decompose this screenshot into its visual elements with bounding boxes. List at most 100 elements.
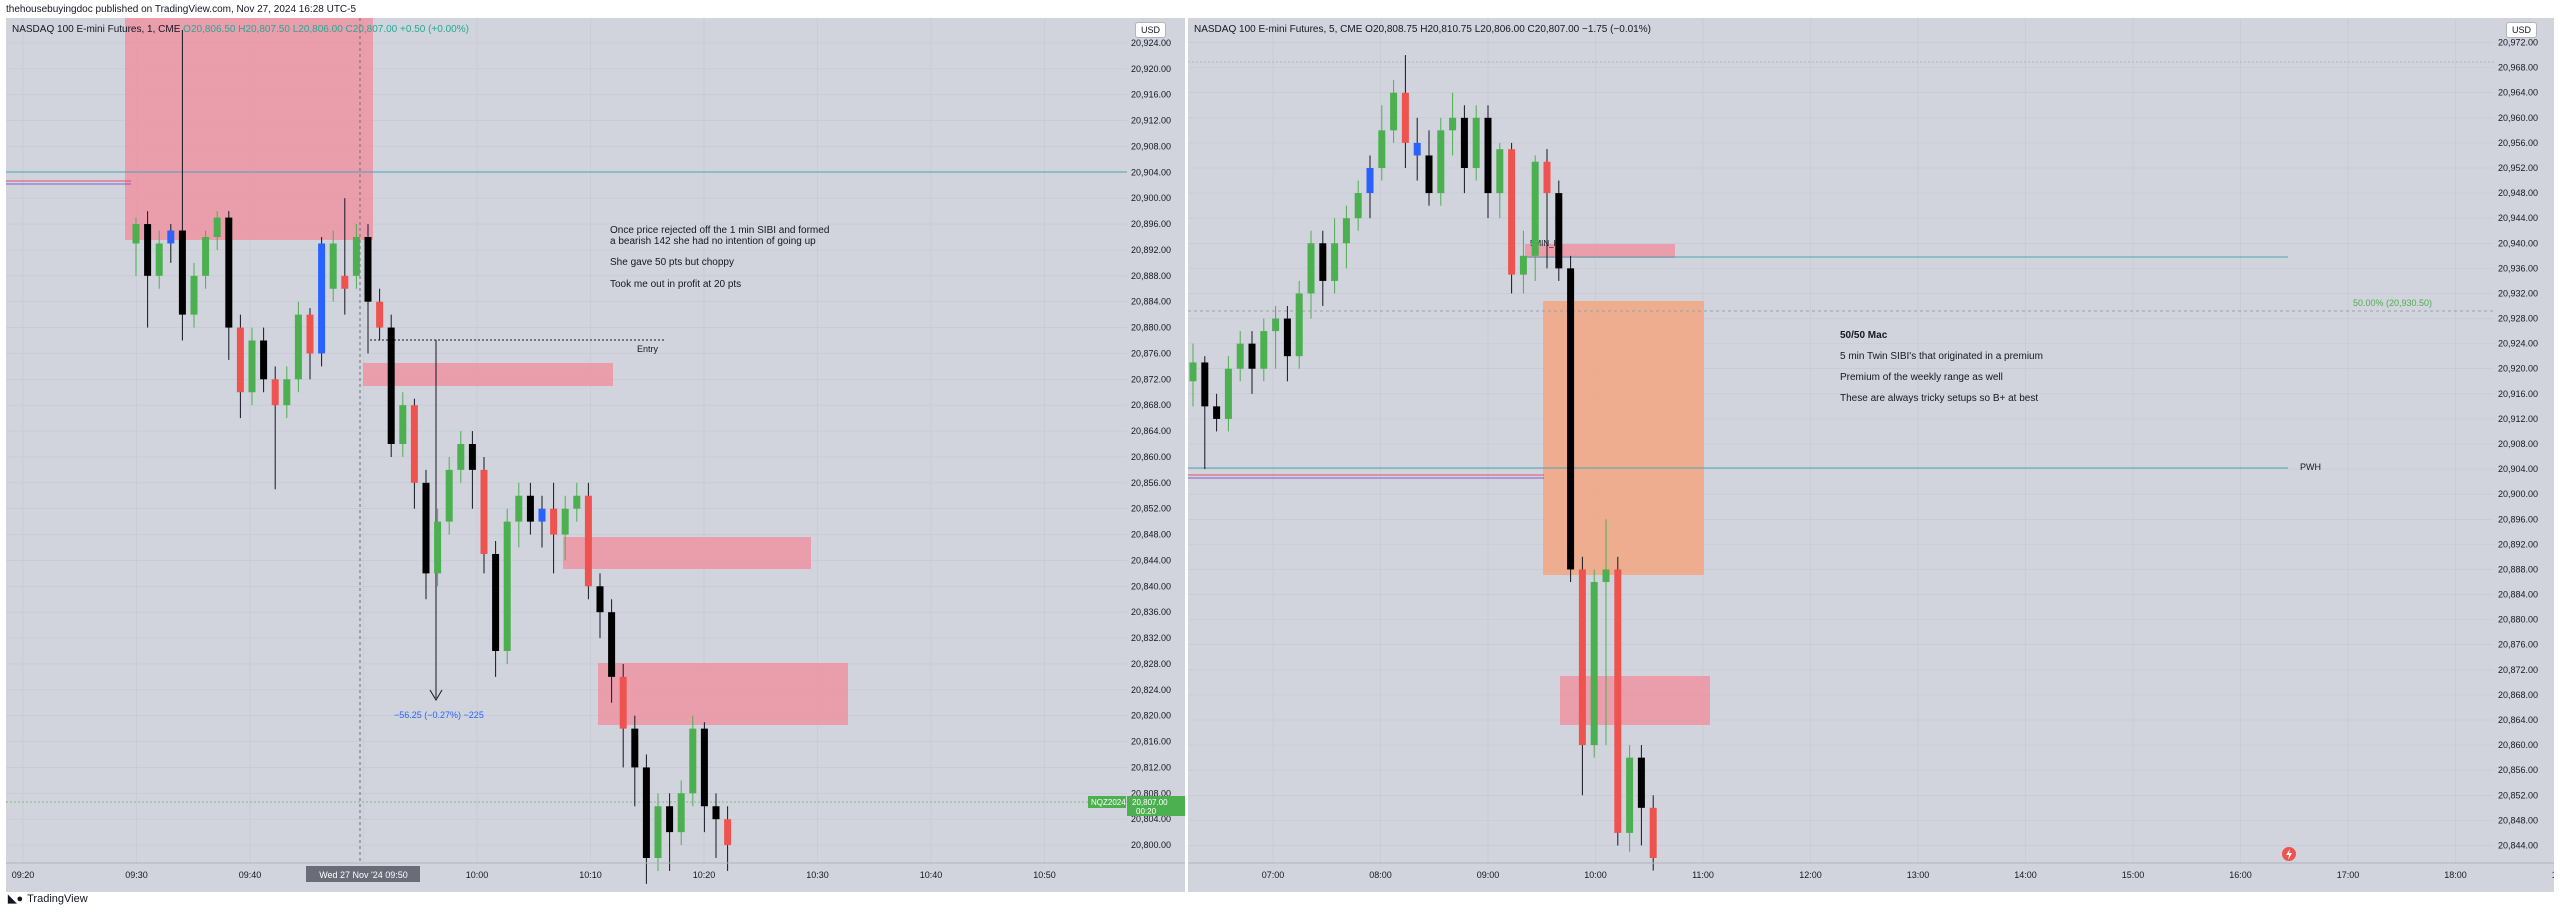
candle [584, 482, 592, 600]
right-annotation-3: Premium of the weekly range as well [1840, 372, 2003, 383]
y-tick-label: 20,824.00 [1131, 685, 1171, 695]
candle [654, 793, 662, 871]
candle [422, 469, 430, 600]
candle [236, 314, 244, 419]
candle [700, 722, 708, 833]
candle [283, 366, 291, 419]
x-tick-label: 18:00 [2444, 870, 2467, 880]
x-tick-label: 09:00 [1477, 870, 1500, 880]
left-currency-button[interactable]: USD [1135, 22, 1167, 38]
y-tick-label: 20,840.00 [1131, 581, 1171, 591]
right-currency-button[interactable]: USD [2506, 22, 2538, 38]
y-tick-label: 20,868.00 [2498, 690, 2538, 700]
lightning-icon [2286, 849, 2292, 860]
right-y-tick-labels: 20,972.00 20,968.00 20,964.00 20,960.00 20,9… [2498, 38, 2538, 851]
left-legend-symbol: NASDAQ 100 E-mini Futures, 1, CME [12, 24, 181, 35]
x-tick-label: 10:10 [579, 870, 602, 880]
y-tick-label: 20,960.00 [2498, 113, 2538, 123]
candle [260, 327, 268, 393]
candle [1555, 180, 1563, 281]
y-tick-label: 20,940.00 [2498, 238, 2538, 248]
candle [561, 495, 569, 561]
candle [1449, 92, 1457, 156]
left-sibi-zone-3 [598, 663, 848, 725]
candle [503, 508, 511, 664]
y-tick-label: 20,832.00 [1131, 633, 1171, 643]
x-tick-label: 10:00 [1584, 870, 1607, 880]
candle [1567, 255, 1575, 582]
right-fvg-zone [1525, 244, 1675, 258]
right-fifty-label: 50.00% (20,930.50) [2353, 298, 2432, 308]
candle [364, 224, 372, 354]
y-tick-label: 20,868.00 [1131, 400, 1171, 410]
x-tick-label: 07:00 [1262, 870, 1285, 880]
y-tick-label: 20,816.00 [1131, 737, 1171, 747]
candle [619, 663, 627, 768]
candle [1637, 745, 1645, 846]
y-tick-label: 20,800.00 [1131, 840, 1171, 850]
candle [677, 780, 685, 846]
x-tick-label: 13:00 [1907, 870, 1930, 880]
x-tick-label: 10:00 [466, 870, 489, 880]
x-tick-label: 11:00 [1692, 870, 1714, 880]
right-legend-symbol: NASDAQ 100 E-mini Futures, 5, CME [1194, 24, 1363, 35]
measure-arrow-head [429, 689, 443, 701]
y-tick-label: 20,836.00 [1131, 607, 1171, 617]
y-tick-label: 20,948.00 [2498, 188, 2538, 198]
right-chart-panel[interactable]: 50.00% (20,930.50) PWH 5MIN_H 50/50 Mac … [1188, 18, 2554, 892]
left-annotation-4: Took me out in profit at 20 pts [610, 279, 741, 290]
x-tick-label: Wed 27 Nov '24 09:50 [319, 870, 408, 880]
candle [689, 715, 697, 807]
candle [445, 456, 453, 535]
y-tick-label: 20,864.00 [1131, 426, 1171, 436]
y-tick-label: 20,848.00 [1131, 530, 1171, 540]
y-tick-label: 20,900.00 [2498, 489, 2538, 499]
y-tick-label: 20,852.00 [2498, 790, 2538, 800]
candle [167, 224, 175, 263]
candle [144, 211, 152, 328]
y-tick-label: 20,916.00 [2498, 389, 2538, 399]
x-tick-label: 19:00 [2552, 870, 2554, 880]
candle [225, 211, 233, 360]
y-tick-label: 20,956.00 [2498, 138, 2538, 148]
left-price-axis[interactable] [1127, 18, 1185, 892]
y-tick-label: 20,828.00 [1131, 659, 1171, 669]
left-chart-panel[interactable]: Entry −56.25 (−0.27%) −225 Once price re… [6, 18, 1185, 892]
y-tick-label: 20,848.00 [2498, 815, 2538, 825]
right-price-axis[interactable] [2494, 18, 2554, 892]
x-tick-label: 12:00 [1799, 870, 1822, 880]
y-tick-label: 20,876.00 [2498, 640, 2538, 650]
right-candles [1189, 55, 1657, 871]
y-tick-label: 20,884.00 [2498, 590, 2538, 600]
candle [434, 508, 442, 587]
candle [1189, 343, 1197, 407]
candle [294, 301, 302, 393]
left-legend-values: O20,806.50 H20,807.50 L20,806.00 C20,807… [183, 24, 469, 35]
y-tick-label: 20,860.00 [2498, 740, 2538, 750]
candle [410, 398, 418, 509]
candle [1626, 745, 1634, 852]
y-tick-label: 20,860.00 [1131, 452, 1171, 462]
candle [1236, 331, 1244, 382]
candle [1401, 55, 1409, 168]
x-tick-label: 10:20 [693, 870, 716, 880]
candle [1649, 795, 1657, 871]
left-price-tag-timer: 00:20 [1136, 807, 1157, 816]
candle [631, 715, 639, 807]
x-tick-label: 09:20 [12, 870, 35, 880]
y-tick-label: 20,928.00 [2498, 314, 2538, 324]
right-chart-canvas[interactable]: 50.00% (20,930.50) PWH 5MIN_H 50/50 Mac … [1188, 18, 2554, 892]
pwh-label: PWH [2300, 462, 2321, 472]
candle [376, 288, 384, 341]
y-tick-label: 20,932.00 [2498, 288, 2538, 298]
y-tick-label: 20,808.00 [1131, 788, 1171, 798]
right-x-tick-labels: 07:00 08:00 09:00 10:00 11:00 12:00 13:00 14:00… [1262, 870, 2554, 880]
left-chart-canvas[interactable]: Entry −56.25 (−0.27%) −225 Once price re… [6, 18, 1185, 892]
y-tick-label: 20,804.00 [1131, 814, 1171, 824]
right-annotation-2: 5 min Twin SIBI's that originated in a p… [1840, 351, 2043, 362]
x-tick-label: 10:30 [806, 870, 829, 880]
candle [1590, 569, 1598, 758]
left-sibi-zone-2 [563, 537, 811, 569]
candle [178, 30, 186, 341]
right-legend: NASDAQ 100 E-mini Futures, 5, CME O20,80… [1194, 24, 1651, 35]
